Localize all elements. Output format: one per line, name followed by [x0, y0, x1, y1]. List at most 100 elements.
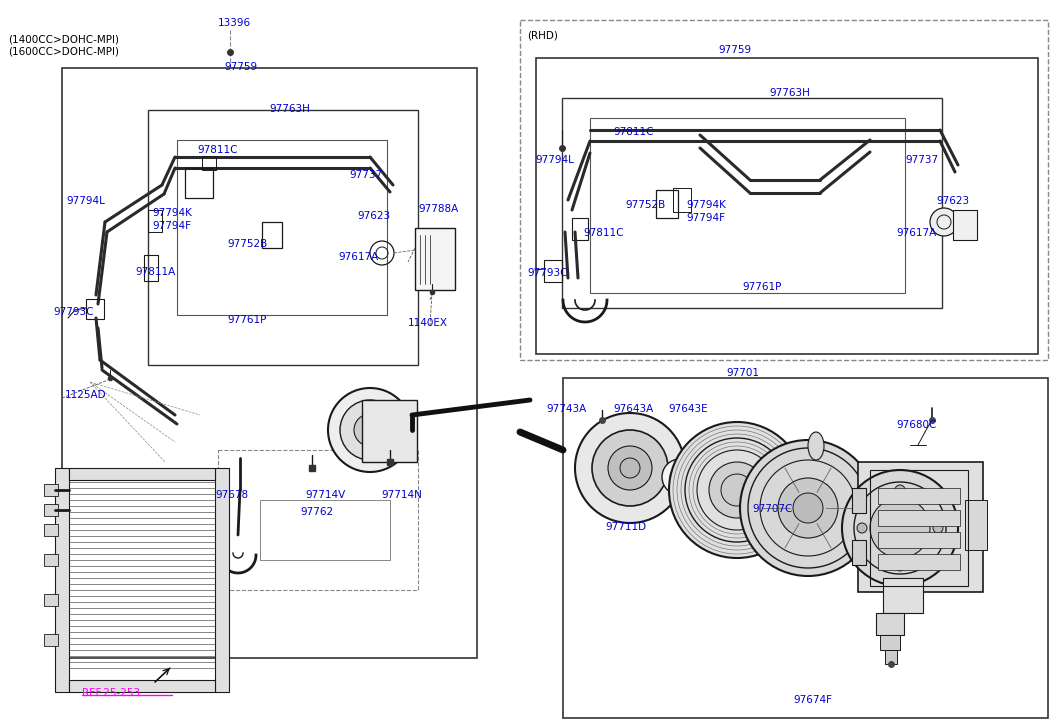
Bar [415, 228, 455, 290]
Bar [562, 98, 942, 308]
Bar [965, 500, 987, 550]
Text: (1400CC>DOHC-MPI): (1400CC>DOHC-MPI) [8, 34, 118, 44]
Text: 97714V: 97714V [305, 490, 345, 500]
Bar [148, 110, 418, 365]
Circle shape [662, 459, 698, 495]
Text: 97793C: 97793C [53, 307, 93, 317]
Text: 97743A: 97743A [546, 404, 586, 414]
Circle shape [895, 561, 905, 571]
Circle shape [669, 422, 805, 558]
Text: 97752B: 97752B [227, 239, 268, 249]
Bar [878, 488, 960, 504]
Text: 97794L: 97794L [535, 155, 573, 165]
Text: 97794F: 97794F [152, 221, 191, 231]
Bar [953, 210, 977, 240]
Text: (RHD): (RHD) [527, 30, 558, 40]
Text: 97701: 97701 [726, 368, 759, 378]
Bar [44, 554, 58, 566]
Text: 97763H: 97763H [269, 104, 310, 114]
Circle shape [930, 208, 957, 236]
Circle shape [340, 400, 400, 460]
Bar [563, 378, 1048, 718]
Bar [185, 168, 213, 198]
Text: 97759: 97759 [718, 45, 751, 55]
Bar [144, 255, 158, 281]
Text: 13396: 13396 [218, 18, 251, 28]
Bar [62, 68, 477, 658]
Circle shape [778, 478, 838, 538]
Bar [878, 554, 960, 570]
Text: 97714N: 97714N [381, 490, 422, 500]
Text: 97811C: 97811C [613, 127, 654, 137]
Text: 97761P: 97761P [742, 282, 782, 292]
Bar [44, 594, 58, 606]
Text: 1125AD: 1125AD [65, 390, 107, 400]
Bar [86, 299, 104, 319]
Bar [519, 20, 1048, 360]
Circle shape [354, 414, 386, 446]
Bar [215, 468, 229, 692]
Text: 97811C: 97811C [583, 228, 623, 238]
Circle shape [620, 458, 640, 478]
Bar [852, 540, 867, 565]
Bar [44, 504, 58, 516]
Bar [44, 634, 58, 646]
Text: 97643A: 97643A [613, 404, 653, 414]
Bar [44, 484, 58, 496]
Bar [656, 190, 678, 218]
Circle shape [592, 430, 668, 506]
Text: 97737: 97737 [905, 155, 938, 165]
Bar [572, 218, 588, 240]
Bar [858, 462, 983, 592]
Bar [852, 488, 867, 513]
Text: 97811A: 97811A [135, 267, 176, 277]
Bar [880, 635, 900, 650]
Bar [69, 468, 215, 480]
Text: 97623: 97623 [936, 196, 969, 206]
Text: 97811C: 97811C [197, 145, 237, 155]
Circle shape [328, 388, 412, 472]
Circle shape [740, 440, 876, 576]
Bar [673, 188, 691, 212]
Bar [870, 470, 968, 586]
Bar [58, 470, 229, 690]
Circle shape [574, 413, 685, 523]
Bar [878, 532, 960, 548]
Bar [544, 260, 562, 282]
Text: 97674F: 97674F [794, 695, 832, 705]
Text: 97794K: 97794K [152, 208, 191, 218]
Text: 1140EX: 1140EX [408, 318, 448, 328]
Circle shape [933, 523, 943, 533]
Text: 97711D: 97711D [605, 522, 646, 532]
Bar [55, 468, 69, 692]
Circle shape [709, 462, 765, 518]
Bar [260, 500, 390, 560]
Circle shape [842, 470, 957, 586]
Bar [69, 680, 215, 692]
Text: 97759: 97759 [224, 62, 257, 72]
Text: 97761P: 97761P [227, 315, 267, 325]
Text: REF.25-253: REF.25-253 [83, 688, 140, 698]
Text: 97794L: 97794L [66, 196, 105, 206]
Circle shape [720, 474, 753, 506]
Bar [177, 140, 387, 315]
Bar [202, 156, 216, 170]
Bar [590, 118, 905, 293]
Text: 97737: 97737 [349, 170, 382, 180]
Text: 97794F: 97794F [686, 213, 725, 223]
Text: 97707C: 97707C [752, 504, 792, 514]
Text: 97678: 97678 [215, 490, 249, 500]
Bar [876, 613, 904, 635]
Text: 97680C: 97680C [896, 420, 936, 430]
Bar [536, 58, 1038, 354]
Circle shape [608, 446, 652, 490]
Circle shape [895, 485, 905, 495]
Text: 97617A: 97617A [896, 228, 936, 238]
Text: 97788A: 97788A [418, 204, 458, 214]
Text: 97752B: 97752B [625, 200, 665, 210]
Circle shape [870, 498, 930, 558]
Text: 97643E: 97643E [668, 404, 708, 414]
Bar [148, 210, 162, 232]
Text: 97617A: 97617A [338, 252, 379, 262]
Bar [883, 578, 923, 613]
